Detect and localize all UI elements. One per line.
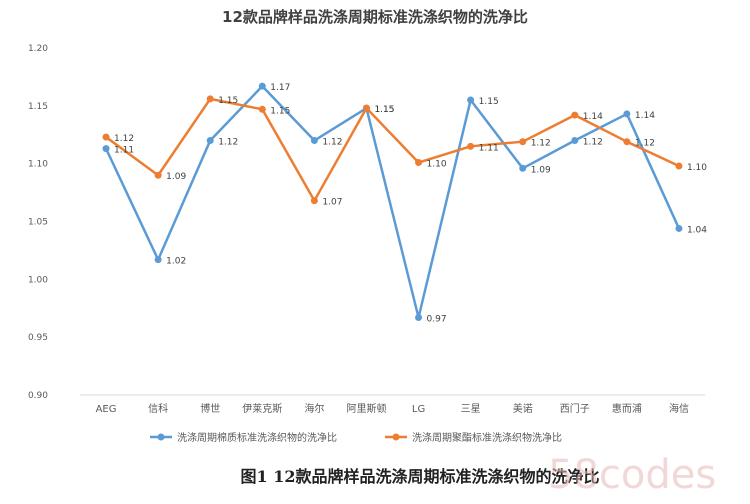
data-point [206,137,214,145]
data-point [415,314,423,322]
legend: 洗涤周期棉质标准洗涤织物的洗净比 洗涤周期聚酯标准洗涤织物洗净比 [150,431,562,444]
x-tick-label: 海尔 [304,402,324,415]
legend-label: 洗涤周期聚酯标准洗涤织物洗净比 [412,431,562,444]
data-point [154,171,162,179]
data-label: 1.15 [218,96,238,106]
data-point [102,133,110,141]
data-point [362,104,370,112]
x-tick-label: 信科 [148,402,168,415]
data-label: 1.09 [531,165,551,175]
data-label: 1.15 [270,106,290,116]
watermark: 58codes [548,452,716,498]
data-point [258,105,266,113]
data-label: 1.11 [479,143,499,153]
data-point [310,137,318,145]
data-label: 0.97 [427,315,447,325]
series-lines [102,82,683,322]
data-point [154,256,162,264]
data-point [623,110,631,118]
x-tick-label: 惠而浦 [612,402,642,415]
legend-marker [157,433,165,441]
y-tick-label: 1.00 [28,275,48,285]
data-point [675,162,683,170]
y-tick-label: 1.10 [28,160,48,170]
data-label: 1.10 [687,163,707,173]
x-tick-label: LG [412,404,425,415]
x-tick-label: 海信 [669,402,689,415]
data-point [467,142,475,150]
data-label: 1.12 [583,138,603,148]
series-line-2 [105,97,680,202]
data-label: 1.09 [166,172,186,182]
data-point [467,96,475,104]
data-label: 1.15 [374,105,394,115]
x-tick-label: 西门子 [560,402,590,415]
data-label: 1.12 [531,139,551,149]
legend-label: 洗涤周期棉质标准洗涤织物的洗净比 [177,431,337,444]
data-label: 1.12 [218,138,238,148]
y-tick-label: 1.15 [28,102,48,112]
x-tick-label: 阿里斯顿 [346,402,386,415]
data-labels: 1.11 1.02 1.12 1.17 1.12 1.15 0.97 1.15 1.09 1.12… [114,83,707,324]
x-tick-label: 美诺 [513,402,533,415]
data-label: 1.14 [635,111,655,121]
data-point [415,159,423,167]
data-point [310,197,318,205]
data-point [258,82,266,90]
x-axis: AEG 信科 博世 伊莱克斯 海尔 阿里斯顿 LG 三星 美诺 西门子 惠而浦 海信 [80,394,705,415]
y-tick-label: 0.90 [28,391,48,401]
x-tick-label: 伊莱克斯 [242,402,282,415]
data-label: 1.12 [322,138,342,148]
data-point [102,145,110,153]
y-tick-label: 1.05 [28,218,48,228]
data-point [571,111,579,119]
series-line-1 [104,84,681,319]
data-label: 1.11 [114,146,134,156]
x-tick-label: 三星 [461,403,481,415]
data-label: 1.12 [114,134,134,144]
data-label: 1.17 [270,83,290,93]
y-tick-label: 0.95 [28,333,48,343]
data-point [519,164,527,172]
data-point [206,95,214,103]
y-axis: 1.20 1.15 1.10 1.05 1.00 0.95 0.90 [28,44,48,401]
y-tick-label: 1.20 [28,44,48,54]
data-label: 1.15 [479,97,499,107]
legend-marker [392,433,400,441]
data-point [571,137,579,145]
x-tick-label: 博世 [200,402,220,415]
x-tick-label: AEG [96,404,117,415]
data-point [623,138,631,146]
data-label: 1.12 [635,139,655,149]
data-point [675,224,683,232]
figure-caption: 图1 12款品牌样品洗涤周期标准洗涤织物的洗净比 [241,467,600,486]
data-label: 1.02 [166,257,186,267]
data-label: 1.07 [322,198,342,208]
data-label: 1.14 [583,112,603,122]
data-label: 1.04 [687,225,707,235]
chart-title: 12款品牌样品洗涤周期标准洗涤织物的洗净比 [222,8,528,26]
data-point [519,138,527,146]
data-label: 1.15 [374,105,394,115]
data-label: 1.10 [427,160,447,170]
